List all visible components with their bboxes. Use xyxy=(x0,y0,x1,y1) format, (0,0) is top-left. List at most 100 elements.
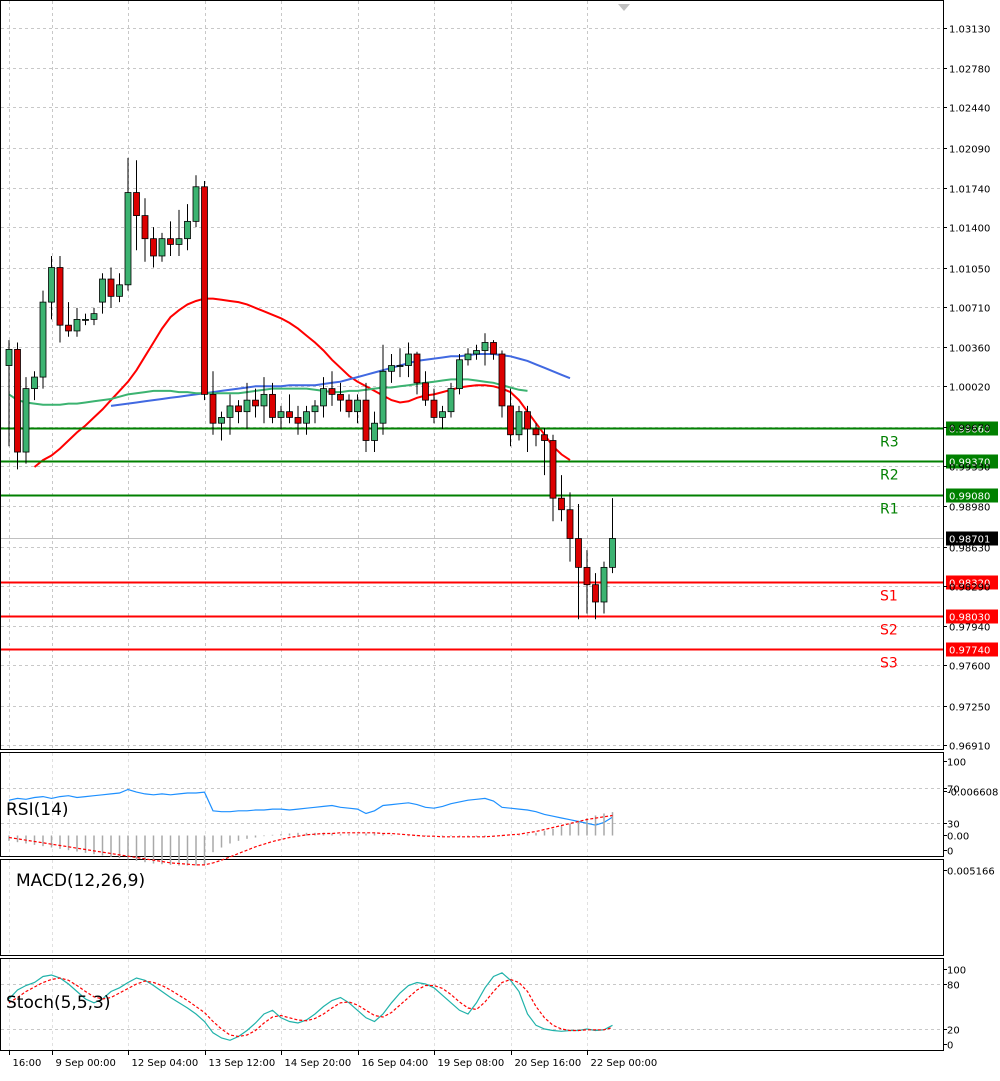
pivot-levels: 0.99660 R3 0.99370 R2 0.99080 R1 0.98320 S1 0.98… xyxy=(1,421,998,672)
indicator-tick-label: 100 xyxy=(947,758,966,769)
bear-candle-body xyxy=(201,186,208,395)
candle xyxy=(558,475,565,522)
candle xyxy=(498,350,506,418)
candle xyxy=(226,394,234,435)
bull-candle-body xyxy=(388,365,395,372)
candle xyxy=(107,267,115,308)
bear-candle-body xyxy=(422,382,429,401)
candle xyxy=(337,382,344,412)
current-price-tag xyxy=(946,531,998,546)
rsi-label: RSI(14) xyxy=(6,800,69,820)
bull-candle-body xyxy=(609,538,616,568)
stoch-panel-frame xyxy=(0,958,944,1051)
candle xyxy=(515,405,523,441)
candlesticks xyxy=(5,157,616,620)
level-price-label: 0.99660 xyxy=(949,425,990,436)
bull-candle-body xyxy=(439,411,446,418)
bear-candle-body xyxy=(498,353,506,407)
candle xyxy=(430,388,438,424)
candle xyxy=(549,434,557,522)
candle xyxy=(566,492,574,562)
level-name-label: S3 xyxy=(880,656,898,672)
candle xyxy=(294,405,302,435)
moving-average-line xyxy=(8,378,528,406)
bear-candle-body xyxy=(413,353,421,384)
candle xyxy=(507,388,514,447)
scroll-marker-icon[interactable] xyxy=(618,4,630,11)
candle xyxy=(22,377,30,464)
level-price-label: 0.98030 xyxy=(949,613,990,624)
candle xyxy=(260,377,268,424)
price-tick-label: 0.97250 xyxy=(949,703,990,714)
bear-candle-body xyxy=(549,440,557,499)
bear-candle-body xyxy=(141,215,149,240)
price-tick-label: 1.00710 xyxy=(949,304,990,315)
candle xyxy=(201,181,208,401)
candle xyxy=(592,573,599,620)
level-price-label: 0.99370 xyxy=(949,458,990,469)
bull-candle-body xyxy=(277,411,285,418)
candle xyxy=(481,333,489,366)
bear-candle-body xyxy=(133,192,140,217)
bull-candle-body xyxy=(481,342,489,351)
bear-candle-body xyxy=(337,393,344,401)
candle xyxy=(345,394,353,418)
macd-indicator: 0.005166 0.00 -0.006608 xyxy=(8,788,998,878)
bull-candle-body xyxy=(5,348,13,366)
candle xyxy=(311,400,319,424)
bear-candle-body xyxy=(167,238,174,245)
stoch-signal-line xyxy=(8,977,613,1038)
stoch-label: Stoch(5,5,3) xyxy=(6,993,111,1013)
indicator-tick-label: 20 xyxy=(947,1026,960,1037)
candle xyxy=(192,175,200,228)
candle xyxy=(354,394,361,424)
macd-signal-line xyxy=(8,814,613,866)
candle xyxy=(575,503,582,620)
candle xyxy=(150,227,157,268)
candle xyxy=(141,198,149,262)
candle xyxy=(328,371,336,406)
candle xyxy=(464,348,472,366)
price-tick-label: 1.03130 xyxy=(949,25,990,36)
candle xyxy=(422,371,429,406)
candle xyxy=(388,354,395,383)
price-tick-label: 1.02090 xyxy=(949,145,990,156)
indicator-tick-label: 30 xyxy=(947,820,960,831)
bear-candle-body xyxy=(65,324,72,332)
candle xyxy=(473,344,480,360)
bear-candle-body xyxy=(150,238,157,257)
price-axis: 1.03130 1.02780 1.02440 1.02090 1.01740 1.014… xyxy=(943,25,990,753)
price-tick-label: 0.98630 xyxy=(949,544,990,555)
candle xyxy=(235,400,242,424)
bear-candle-body xyxy=(532,428,540,436)
candle xyxy=(175,209,183,256)
candle xyxy=(65,302,72,337)
candle xyxy=(456,354,463,395)
time-tick-label: 14 Sep 20:00 xyxy=(285,1058,352,1069)
time-tick-label: 22 Sep 00:00 xyxy=(591,1058,658,1069)
level-price-label: 0.98320 xyxy=(949,579,990,590)
candle xyxy=(5,340,13,447)
price-tick-label: 1.02780 xyxy=(949,65,990,76)
price-tick-label: 0.97600 xyxy=(949,662,990,673)
price-tick-label: 0.96910 xyxy=(949,742,990,753)
level-name-label: R1 xyxy=(880,502,899,518)
bear-candle-body xyxy=(541,434,548,441)
indicator-tick-label: 70 xyxy=(947,785,960,796)
candle xyxy=(99,273,106,314)
candle xyxy=(524,405,531,453)
bull-candle-body xyxy=(515,411,523,436)
bear-candle-body xyxy=(235,405,242,413)
indicator-tick-label: 0 xyxy=(947,1041,953,1052)
bull-candle-body xyxy=(226,405,234,418)
price-tick-label: 0.98290 xyxy=(949,583,990,594)
candle xyxy=(532,423,540,447)
candle xyxy=(396,348,404,378)
bull-candle-body xyxy=(39,301,47,378)
macd-label: MACD(12,26,9) xyxy=(16,871,145,891)
bear-candle-body xyxy=(362,399,370,441)
candle xyxy=(362,382,370,453)
candle xyxy=(31,371,38,401)
price-tick-label: 0.99330 xyxy=(949,463,990,474)
